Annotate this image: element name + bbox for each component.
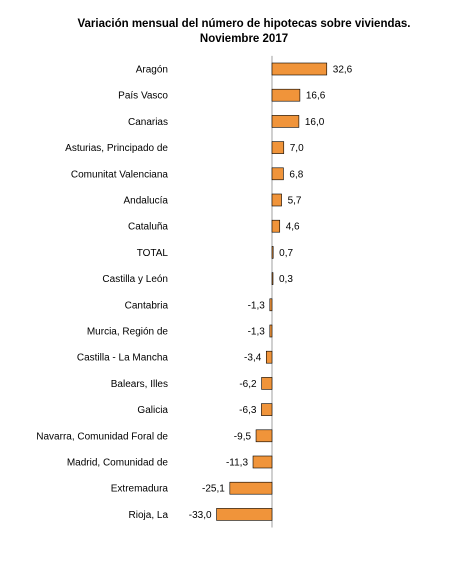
bar [216,508,273,521]
bar [271,88,301,102]
value-label: -11,3 [226,458,248,469]
value-label: 5,7 [288,196,302,207]
category-label: Madrid, Comunidad de [67,458,169,469]
bar [271,193,282,207]
value-label: -1,3 [248,327,266,338]
bar [265,350,273,364]
value-label: 16,0 [305,117,325,128]
bar [252,455,273,469]
category-label: Galicia [137,405,168,416]
category-label: Andalucía [124,196,169,207]
bar [271,115,300,128]
category-label: Murcia, Región de [87,327,169,338]
category-label: País Vasco [118,91,168,102]
value-label: 6,8 [289,169,303,180]
bar [269,324,273,338]
value-label: -6,2 [239,379,257,390]
chart-subtitle: Noviembre 2017 [200,33,288,45]
category-label: Navarra, Comunidad Foral de [36,431,168,442]
bar [271,272,274,285]
category-label: Aragón [136,65,168,76]
value-label: -3,4 [244,353,262,364]
bar [271,219,281,233]
category-label: Canarias [128,117,168,128]
value-label: 7,0 [290,143,304,154]
category-label: Castilla - La Mancha [77,353,169,364]
value-label: -9,5 [234,431,252,442]
category-label: Rioja, La [129,510,169,521]
value-label: 32,6 [333,65,353,76]
category-label: Comunitat Valenciana [71,169,169,180]
value-label: -33,0 [189,510,212,521]
bar [271,167,284,181]
chart-title: Variación mensual del número de hipoteca… [78,18,411,30]
category-label: Cantabria [125,300,169,311]
value-label: -1,3 [248,300,266,311]
category-label: Cataluña [128,222,168,233]
category-label: Extremadura [111,484,169,495]
value-label: 16,6 [306,91,326,102]
bar [261,377,273,390]
bar [255,429,273,443]
chart-marks: Aragón 32,6 País Vasco 16,6 Canarias 16,0 Astu… [36,55,353,528]
category-label: TOTAL [137,248,169,259]
value-label: 0,7 [279,248,293,259]
category-label: Castilla y León [102,274,168,285]
value-label: 0,3 [279,274,293,285]
category-label: Balears, Illes [111,379,168,390]
category-label: Asturias, Principado de [65,143,168,154]
bar [271,62,328,76]
bar [271,141,285,154]
bar [229,481,273,495]
value-label: -6,3 [239,405,257,416]
value-label: 4,6 [286,222,300,233]
bar [271,246,274,259]
value-label: -25,1 [202,484,225,495]
bar [269,298,273,312]
bar [261,403,273,416]
